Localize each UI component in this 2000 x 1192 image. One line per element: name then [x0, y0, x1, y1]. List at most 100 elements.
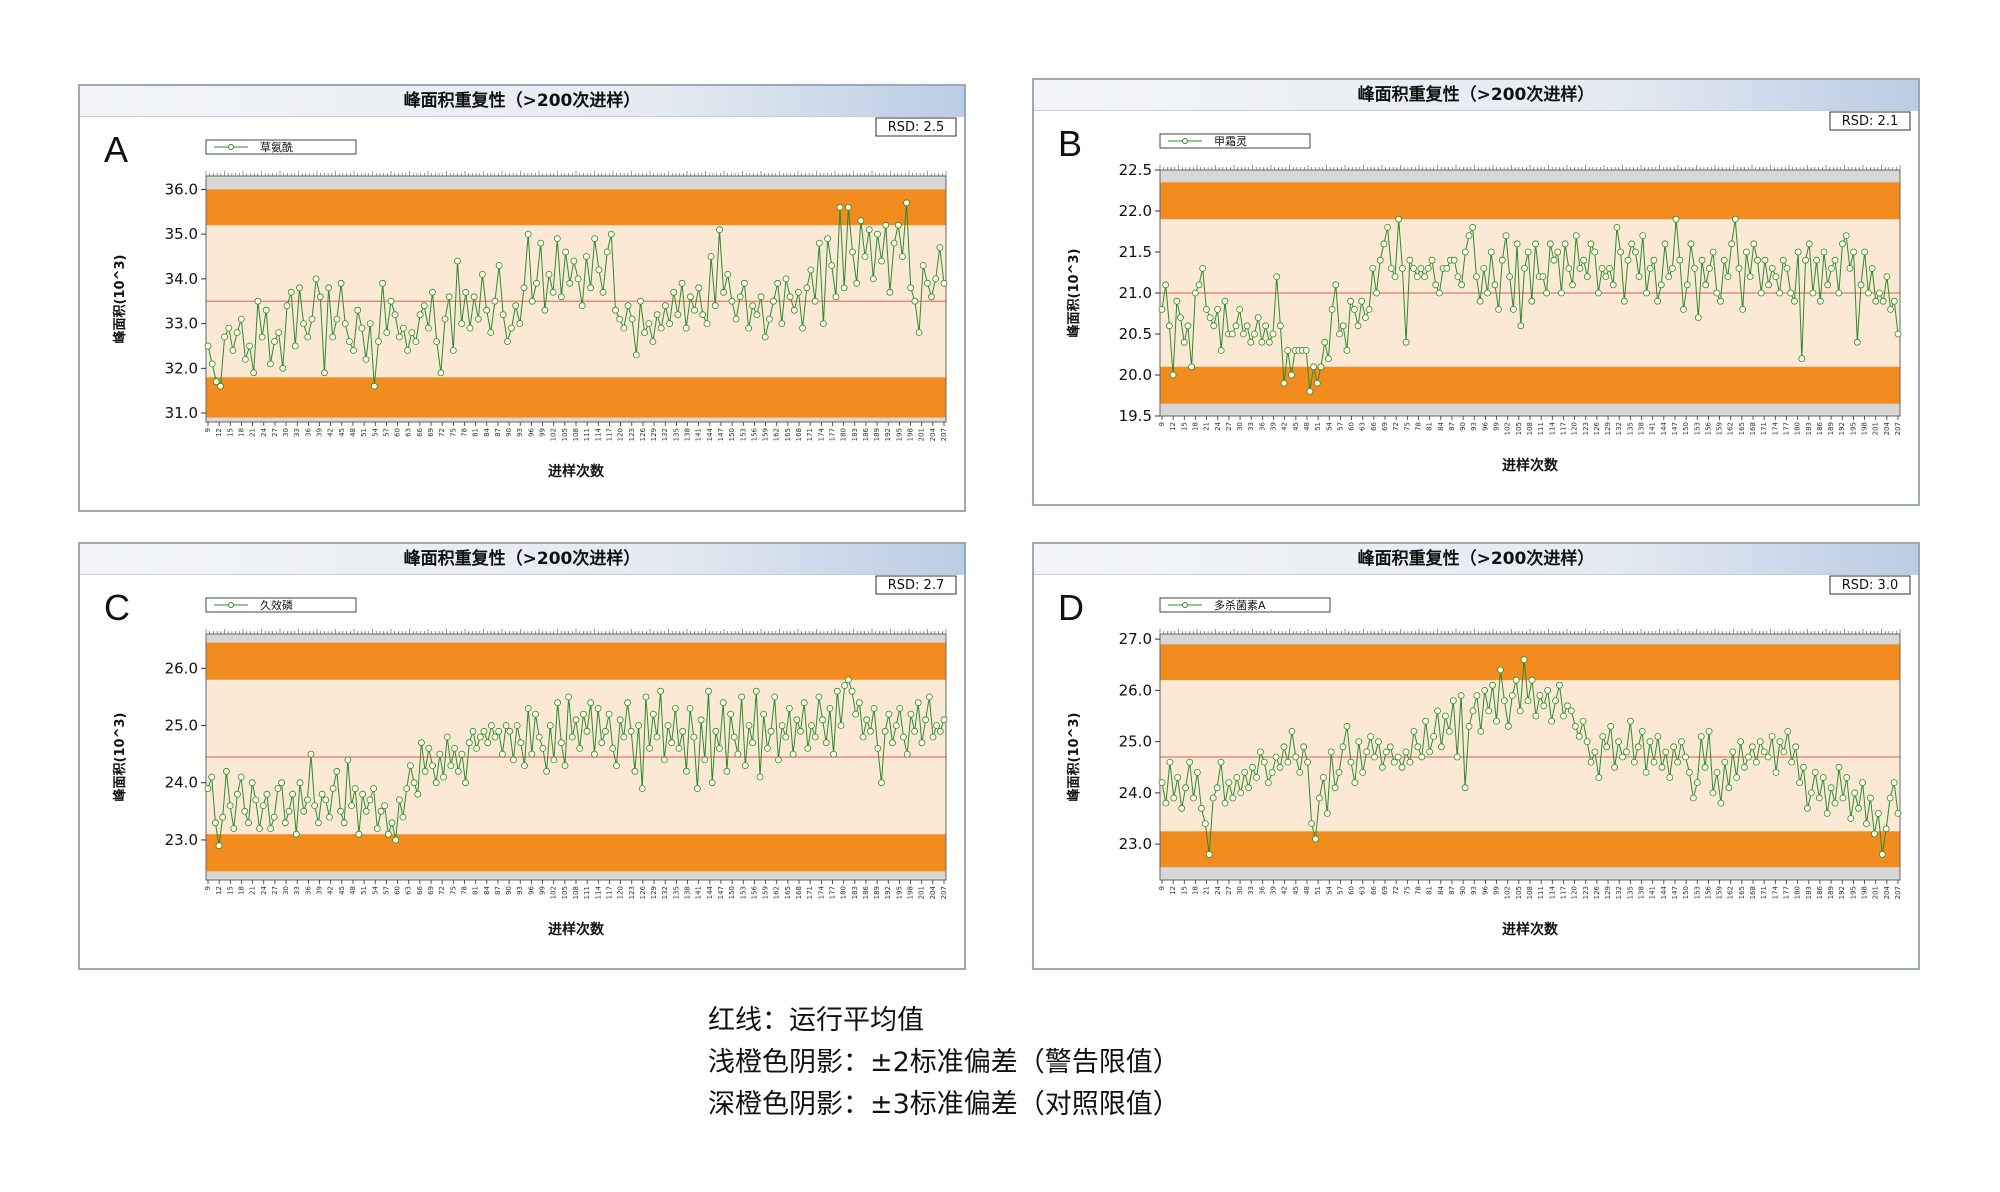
data-point — [1839, 794, 1847, 802]
data-point — [1713, 768, 1721, 776]
data-point — [1306, 387, 1314, 395]
data-point — [362, 355, 370, 363]
legend-label: 久效磷 — [260, 598, 293, 612]
panel-title: 峰面积重复性（>200次进样） — [80, 86, 964, 117]
data-point — [1487, 248, 1495, 256]
x-tick-label: 207 — [940, 428, 948, 441]
x-tick-label: 33 — [293, 428, 301, 437]
data-point — [447, 762, 455, 770]
data-point — [867, 727, 874, 735]
data-point — [1676, 256, 1684, 264]
x-tick-label: 99 — [539, 428, 547, 437]
data-point — [1754, 256, 1761, 264]
data-point — [296, 779, 304, 787]
x-tick-label: 174 — [817, 427, 825, 441]
x-tick-label: 138 — [1638, 886, 1646, 899]
x-tick-label: 51 — [360, 428, 368, 437]
data-point — [1887, 305, 1894, 313]
data-point — [1546, 240, 1554, 248]
caption-line-mean: 红线：运行平均值 — [708, 1005, 924, 1036]
data-point — [774, 279, 782, 287]
data-point — [230, 825, 238, 832]
data-point — [491, 733, 499, 741]
data-point — [841, 682, 848, 689]
data-point — [1756, 738, 1764, 746]
data-point — [1335, 768, 1343, 776]
data-point — [1233, 774, 1241, 781]
x-tick-label: 183 — [851, 886, 859, 899]
data-point — [208, 360, 216, 368]
data-point — [786, 704, 793, 712]
data-point — [1197, 804, 1205, 812]
data-point — [215, 842, 223, 850]
y-tick-label: 34.0 — [165, 270, 198, 288]
data-point — [613, 762, 620, 770]
x-tick-label: 42 — [327, 428, 335, 437]
x-tick-label: 117 — [605, 428, 613, 441]
data-point — [1284, 346, 1292, 354]
data-point — [1776, 289, 1783, 297]
data-point — [1528, 297, 1536, 305]
data-point — [649, 710, 657, 718]
x-tick-label: 132 — [661, 428, 669, 441]
x-tick-label: 21 — [1203, 886, 1211, 895]
data-point — [620, 324, 628, 332]
data-point — [1288, 727, 1296, 735]
data-point — [1824, 281, 1832, 289]
data-point — [1418, 753, 1426, 761]
data-point — [1169, 371, 1177, 379]
y-axis-title: 峰面积(10^3) — [1066, 713, 1082, 802]
data-point — [738, 693, 745, 701]
x-tick-label: 141 — [1649, 886, 1657, 899]
data-point — [549, 288, 557, 296]
data-point — [811, 297, 819, 305]
data-point — [1174, 774, 1182, 781]
x-tick-label: 207 — [1894, 886, 1902, 899]
x-tick-label: 108 — [572, 886, 580, 899]
y-axis-title: 峰面积(10^3) — [112, 255, 128, 344]
data-point — [1292, 753, 1300, 761]
x-tick-label: 96 — [527, 427, 535, 436]
data-point — [1635, 273, 1643, 281]
x-tick-label: 108 — [572, 428, 580, 441]
x-tick-label: 9 — [1158, 886, 1166, 890]
data-point — [420, 302, 428, 310]
data-point — [225, 324, 233, 332]
data-point — [705, 687, 712, 695]
data-point — [1481, 687, 1489, 694]
data-point — [1717, 799, 1725, 807]
x-tick-label: 192 — [1838, 422, 1846, 435]
x-tick-label: 90 — [505, 428, 513, 437]
data-point — [543, 767, 551, 775]
data-point — [384, 830, 392, 838]
data-point — [318, 790, 326, 798]
data-point — [869, 275, 877, 283]
data-point — [1158, 305, 1166, 313]
data-point — [925, 693, 933, 701]
data-point — [1746, 273, 1754, 281]
data-point — [561, 762, 569, 770]
data-point — [579, 710, 587, 718]
data-point — [723, 767, 731, 775]
data-point — [524, 230, 532, 238]
data-point — [1623, 748, 1630, 756]
data-point — [1191, 289, 1199, 297]
x-tick-label: 144 — [1660, 885, 1668, 899]
data-point — [1815, 794, 1823, 802]
x-tick-label: 141 — [1649, 422, 1657, 435]
x-tick-label: 45 — [338, 886, 346, 895]
data-point — [1739, 305, 1747, 313]
data-point — [1178, 804, 1186, 812]
data-point — [1390, 758, 1398, 766]
data-point — [1842, 232, 1850, 239]
data-point — [233, 329, 241, 336]
data-point — [1484, 289, 1491, 297]
x-tick-label: 54 — [1325, 421, 1333, 430]
data-point — [1872, 297, 1880, 305]
data-point — [440, 773, 447, 781]
x-tick-label: 81 — [472, 428, 480, 437]
chart-panel-a: 峰面积重复性（>200次进样） A RSD: 2.5 草氨酰 36.0 35.0 34.0… — [78, 84, 966, 512]
x-tick-label: 63 — [405, 428, 413, 437]
data-point — [329, 785, 337, 792]
x-tick-label: 99 — [539, 886, 547, 895]
